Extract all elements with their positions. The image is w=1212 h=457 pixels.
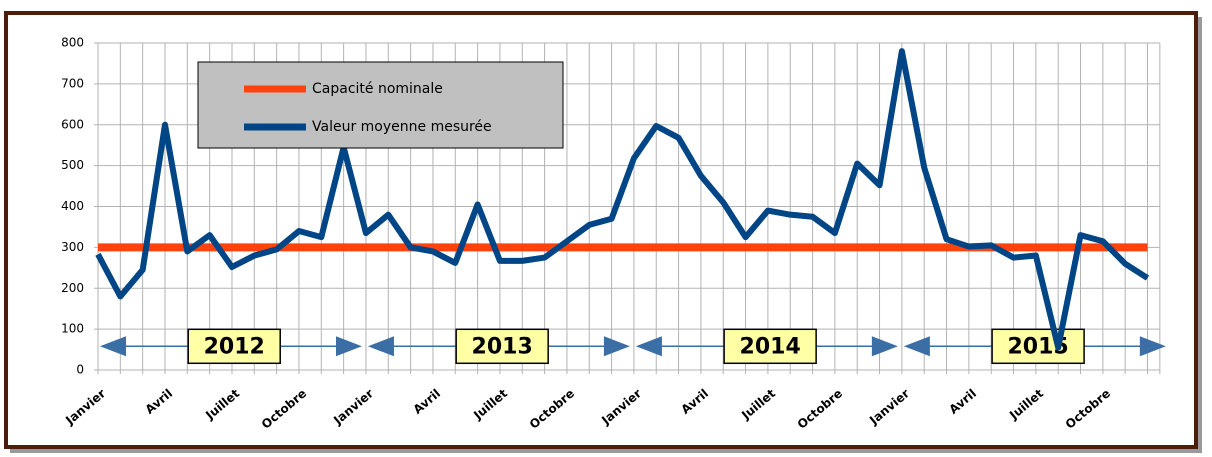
year-box — [723, 328, 817, 365]
legend-label: Valeur moyenne mesurée — [312, 119, 492, 135]
year-label: 2012 — [204, 334, 265, 359]
year-arrow-head — [367, 336, 394, 357]
y-tick-label: 300 — [61, 240, 84, 254]
year-arrow-head — [871, 336, 898, 357]
legend-label: Capacité nominale — [312, 81, 443, 97]
year-arrow-head — [603, 336, 630, 357]
y-tick-label: 200 — [61, 281, 84, 295]
y-tick-label: 100 — [61, 322, 84, 336]
y-tick-label: 500 — [61, 158, 84, 172]
year-label: 2013 — [472, 334, 533, 359]
y-tick-label: 800 — [61, 36, 84, 50]
year-label: 2014 — [740, 334, 801, 359]
year-arrow-head — [335, 336, 362, 357]
series-line — [95, 48, 1150, 351]
y-tick-label: 600 — [61, 117, 84, 131]
year-arrow-head — [100, 336, 126, 357]
year-arrow-head — [635, 336, 662, 357]
y-tick-label: 700 — [61, 76, 84, 90]
year-box — [187, 328, 281, 365]
year-arrow-head — [1139, 336, 1166, 357]
year-box — [455, 328, 549, 365]
year-box — [991, 328, 1085, 365]
legend — [197, 61, 564, 149]
y-tick-label: 0 — [76, 363, 84, 377]
year-arrow-head — [903, 336, 930, 357]
y-tick-label: 400 — [61, 199, 84, 213]
